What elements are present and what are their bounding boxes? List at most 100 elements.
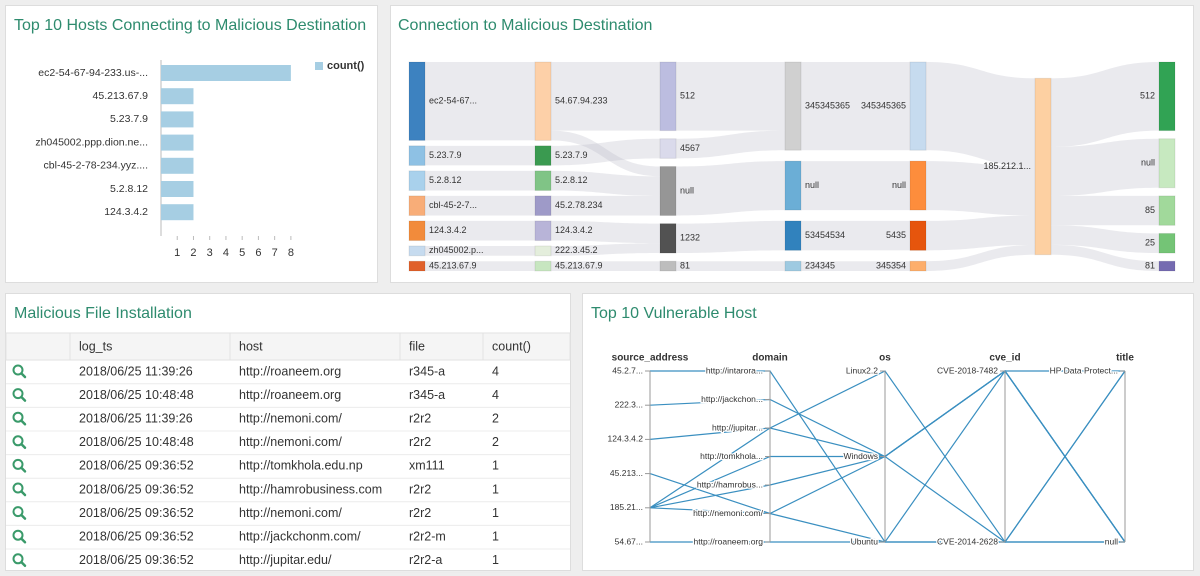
bar <box>161 65 291 81</box>
legend-swatch <box>315 62 323 70</box>
axis-tick-label: http://jupitar... <box>712 422 763 432</box>
table-cell: r345-a <box>409 364 445 378</box>
sankey-link <box>1051 244 1159 271</box>
sankey-node <box>408 260 426 272</box>
table-cell: 1 <box>492 459 499 473</box>
search-icon[interactable] <box>12 482 24 494</box>
table-cell: 2018/06/25 09:36:52 <box>79 482 194 496</box>
sankey-node <box>659 260 677 272</box>
search-icon-handle <box>20 561 27 568</box>
search-icon-handle <box>20 537 27 544</box>
search-icon[interactable] <box>12 435 24 447</box>
node-label: zh045002.p... <box>429 245 484 255</box>
sankey-link <box>551 138 660 166</box>
table-cell: 1 <box>492 506 499 520</box>
column-header: count() <box>492 339 531 353</box>
axis-title: source_address <box>612 353 689 364</box>
sankey-link <box>801 161 910 211</box>
search-icon[interactable] <box>12 458 24 470</box>
node-label: 5.23.7.9 <box>555 150 588 160</box>
sankey-node <box>659 138 677 159</box>
sankey-link <box>425 195 535 216</box>
x-tick-label: 4 <box>223 247 229 259</box>
node-label: null <box>680 185 694 195</box>
sankey-link <box>1051 138 1159 196</box>
sankey-node <box>408 220 426 242</box>
node-label: 345345365 <box>861 100 906 110</box>
sankey-link <box>1051 195 1159 226</box>
table-cell: 2018/06/25 09:36:52 <box>79 553 194 567</box>
search-icon-handle <box>20 372 27 379</box>
bar <box>161 88 194 105</box>
axis-tick-label: http://jackchon... <box>701 394 763 404</box>
panel-title: Malicious File Installation <box>14 305 192 322</box>
sankey-link <box>801 261 910 271</box>
sankey-node <box>1158 260 1176 272</box>
axis-title: os <box>879 353 891 364</box>
table-cell: http://nemoni.com/ <box>239 506 342 520</box>
axis-title: domain <box>752 353 788 364</box>
search-icon[interactable] <box>12 529 24 541</box>
sankey-node <box>909 220 927 251</box>
sankey-link <box>425 62 535 141</box>
table-cell: 2018/06/25 09:36:52 <box>79 506 194 520</box>
search-icon[interactable] <box>12 388 24 400</box>
node-label: ec2-54-67... <box>429 96 477 106</box>
search-icon[interactable] <box>12 506 24 518</box>
column-header: file <box>409 339 425 353</box>
search-icon-handle <box>20 513 27 520</box>
table-cell: http://jupitar.edu/ <box>239 553 332 567</box>
table-cell: 2018/06/25 11:39:26 <box>79 411 193 425</box>
sankey-node <box>784 220 802 251</box>
search-icon-handle <box>20 395 27 402</box>
node-label: 54.67.94.233 <box>555 96 608 106</box>
table-cell: r2r2 <box>409 411 431 425</box>
sankey-link <box>926 215 1035 251</box>
sankey-link <box>425 145 535 166</box>
sankey-link <box>551 261 660 271</box>
bar <box>161 111 194 128</box>
x-tick-label: 6 <box>255 247 261 259</box>
node-label: 4567 <box>680 143 700 153</box>
panel-title: Top 10 Vulnerable Host <box>591 305 757 322</box>
node-label: 345354 <box>876 260 906 270</box>
bar <box>161 134 194 151</box>
table-cell: r2r2-m <box>409 529 446 543</box>
x-tick-label: 8 <box>288 247 294 259</box>
node-label: null <box>892 180 906 190</box>
bar <box>161 204 194 221</box>
search-icon[interactable] <box>12 411 24 423</box>
sankey-node <box>534 195 552 216</box>
table-cell: r2r2 <box>409 482 431 496</box>
axis-tick-label: CVE-2014-2628 <box>937 536 998 546</box>
sankey-link <box>676 261 785 271</box>
search-icon[interactable] <box>12 364 24 376</box>
sankey-link <box>551 243 660 256</box>
table-cell: r345-a <box>409 388 445 402</box>
table-cell: 2018/06/25 09:36:52 <box>79 459 194 473</box>
sankey-link <box>926 161 1035 216</box>
sankey-node <box>909 61 927 151</box>
table-cell: 2 <box>492 435 499 449</box>
column-header: log_ts <box>79 339 112 353</box>
table-cell: 1 <box>492 482 499 496</box>
table-cell: 1 <box>492 553 499 567</box>
sankey-link <box>676 130 785 159</box>
node-label: null <box>805 180 819 190</box>
axis-tick-label: http://hamrobus... <box>697 479 763 489</box>
x-tick-label: 5 <box>239 247 245 259</box>
node-label: 345345365 <box>805 100 850 110</box>
table-cell: r2r2 <box>409 506 431 520</box>
axis-tick-label: 124.3.4.2 <box>608 434 644 444</box>
sankey-link <box>551 195 660 216</box>
search-icon[interactable] <box>12 553 24 565</box>
node-label: 124.3.4.2 <box>429 225 467 235</box>
sankey-link <box>676 161 785 216</box>
sankey-node <box>534 245 552 257</box>
axis-title: title <box>1116 353 1134 364</box>
table-cell: 2018/06/25 10:48:48 <box>79 435 194 449</box>
sankey-node <box>784 160 802 211</box>
node-label: 53454534 <box>805 230 845 240</box>
sankey-node <box>1034 77 1052 256</box>
